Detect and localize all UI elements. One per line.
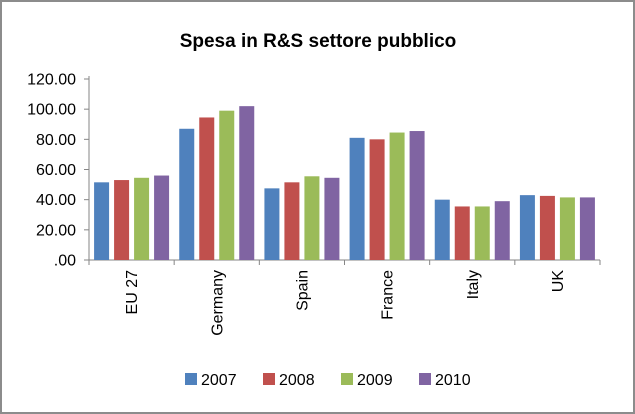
legend-swatch [341,373,353,385]
bar-2009-france [389,132,405,260]
bar-2008-italy [454,206,470,260]
legend-label: 2009 [357,372,393,389]
bar-2009-spain [304,176,320,260]
legend-label: 2010 [435,372,471,389]
bar-2007-france [349,137,365,260]
bar-2009-eu-27 [134,177,150,260]
bar-2007-germany [179,128,195,260]
x-tick-label: EU 27 [124,270,141,315]
chart-title: Spesa in R&S settore pubblico [180,31,457,52]
x-tick-label: Germany [209,270,226,336]
bar-2010-germany [239,106,255,261]
bar-2008-france [369,139,385,260]
bar-2010-spain [324,177,340,260]
bar-2008-uk [539,195,555,260]
bar-2010-eu-27 [154,175,170,260]
bar-2008-eu-27 [114,180,130,260]
y-tick-label: 100.00 [27,102,76,119]
bar-2007-italy [434,199,450,260]
x-tick-label: Spain [294,270,311,311]
bar-2010-france [409,131,425,260]
y-tick-label: 60.00 [36,162,76,179]
bar-2009-italy [474,206,490,260]
chart-legend: 2007 2008 2009 2010 [185,372,471,389]
bar-2007-eu-27 [94,182,110,260]
y-tick-label: .00 [54,253,76,270]
y-tick-label: 40.00 [36,192,76,209]
y-tick-label: 80.00 [36,132,76,149]
bar-2008-germany [199,117,215,261]
y-tick-label: 20.00 [36,222,76,239]
x-axis-ticks: EU 27 Germany Spain France Italy UK [88,260,601,336]
x-tick-label: UK [550,270,567,293]
legend-label: 2007 [201,372,237,389]
bar-2007-uk [519,195,535,260]
bar-series-group [94,106,595,261]
bar-2008-spain [284,182,300,260]
y-tick-label: 120.00 [27,72,76,89]
legend-swatch [185,373,197,385]
bar-2009-germany [219,110,235,260]
bar-2010-uk [579,197,595,260]
y-axis-ticks: .00 20.00 40.00 60.00 80.00 100.00 120.00 [27,72,89,270]
x-tick-label: Italy [465,270,482,299]
bar-2009-uk [559,197,575,260]
legend-swatch [263,373,275,385]
x-tick-label: France [380,270,397,320]
bar-2007-spain [264,188,280,260]
bar-2010-italy [494,201,510,260]
legend-swatch [419,373,431,385]
legend-label: 2008 [279,372,315,389]
